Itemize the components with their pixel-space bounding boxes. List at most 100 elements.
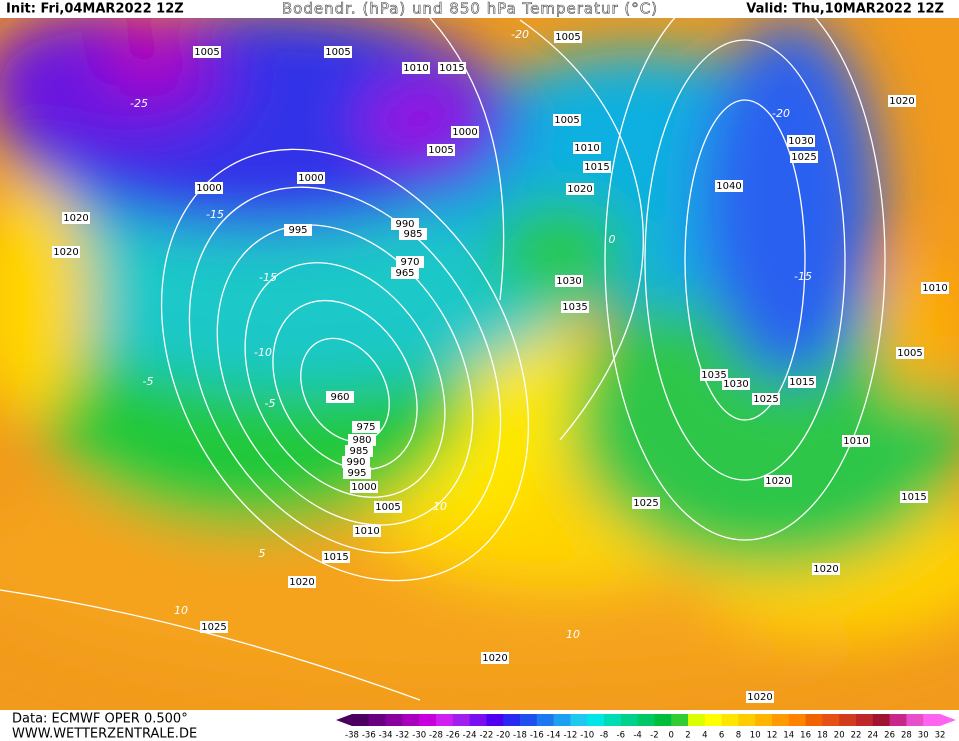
valid-time: Valid: Thu,10MAR2022 12Z [746, 2, 944, 17]
scale-swatch [587, 714, 605, 726]
isotherm-label: -20 [511, 28, 529, 41]
isobar-label-bg [396, 256, 424, 268]
isobar-label-bg [326, 391, 354, 403]
isobar-label-bg [348, 434, 376, 446]
scale-label: -28 [429, 731, 443, 741]
scale-label: 26 [884, 731, 895, 741]
scale-label: -18 [513, 731, 527, 741]
isobar-label-bg [438, 62, 466, 74]
isobar-label: 1005 [428, 145, 453, 156]
scale-swatch [520, 714, 538, 726]
scale-swatch [805, 714, 823, 726]
scale-label: 18 [817, 731, 828, 741]
website: WWW.WETTERZENTRALE.DE [12, 727, 197, 741]
scale-label: 16 [800, 731, 811, 741]
isobar-label: 1005 [554, 115, 579, 126]
scale-swatch [402, 714, 420, 726]
scale-swatch [671, 714, 689, 726]
isobar-label: 1020 [747, 692, 772, 703]
scale-swatch [839, 714, 857, 726]
isobar-label: 1005 [375, 502, 400, 513]
isobar-label-bg [352, 421, 380, 433]
scale-label: 28 [901, 731, 912, 741]
scale-swatch [469, 714, 487, 726]
isobar-label: 1005 [897, 348, 922, 359]
isotherm-label: -15 [259, 271, 277, 284]
isobar-label: 1020 [53, 247, 78, 258]
scale-label: 24 [867, 731, 878, 741]
scale-swatch [368, 714, 387, 726]
isobar-label-bg [921, 282, 949, 294]
isobar-label: 1000 [351, 482, 376, 493]
isobar-label-bg [399, 228, 427, 240]
scale-label: -38 [345, 731, 359, 741]
isobar-label: 965 [395, 268, 414, 279]
isobar-label: 970 [400, 257, 419, 268]
isotherm-label: 10 [174, 604, 188, 617]
isobar-label-bg [555, 275, 583, 287]
isobar-label-bg [812, 563, 840, 575]
isobar-label-bg [451, 126, 479, 138]
isobar-label-bg [790, 151, 818, 163]
scale-label: 20 [834, 731, 845, 741]
scale-swatch [536, 714, 555, 726]
isobar-label: 1010 [922, 283, 947, 294]
scale-label: 4 [702, 731, 707, 741]
isobar-label: 1020 [889, 96, 914, 107]
data-source: Data: ECMWF OPER 0.500° [12, 712, 188, 727]
isobar-label-bg [342, 456, 370, 468]
isobar-label-bg [573, 142, 601, 154]
isobar-label: 1005 [555, 32, 580, 43]
scale-swatch [637, 714, 655, 726]
isobar-label-bg [52, 246, 80, 258]
init-time: Init: Fri,04MAR2022 12Z [6, 2, 184, 17]
isobar-label-bg [297, 172, 325, 184]
scale-label: 6 [719, 731, 724, 741]
isobar-label-bg [481, 652, 509, 664]
isobar-label-bg [345, 445, 373, 457]
temperature-field [0, 18, 959, 710]
isobar-label: 1005 [194, 47, 219, 58]
scale-swatch [503, 714, 521, 726]
isobar-label-bg [566, 183, 594, 195]
isotherm-label: 10 [566, 628, 580, 641]
isobar-label: 1025 [201, 622, 226, 633]
isobar-label-bg [787, 135, 815, 147]
isobar-label: 1010 [403, 63, 428, 74]
isobar-label: 960 [330, 392, 349, 403]
isobar-label: 1015 [584, 162, 609, 173]
scale-swatch [553, 714, 571, 726]
isobar-label-bg [746, 691, 774, 703]
isobar-label-bg [402, 62, 430, 74]
scale-label: 0 [668, 731, 673, 741]
isobar-label-bg [193, 46, 221, 58]
scale-label: -26 [446, 731, 460, 741]
isobar-label-bg [350, 481, 378, 493]
map-title: Bodendr. (hPa) und 850 hPa Temperatur (°… [282, 0, 658, 18]
color-scale: -38 -36 -34 -32 -30 -28 -26 -24 -22 -20 -18 -16 -14-… [336, 714, 956, 741]
scale-swatch [721, 714, 739, 726]
isobar-label-bg [752, 393, 780, 405]
scale-label: -24 [463, 731, 477, 741]
scale-swatch [856, 714, 874, 726]
isobar-label-bg [343, 467, 371, 479]
isobars [0, 18, 886, 701]
scale-arrow-right [940, 714, 956, 726]
scale-swatch [352, 714, 370, 726]
isotherm-label: 10 [433, 500, 447, 513]
scale-swatch [923, 714, 941, 726]
isotherm-label: -15 [206, 208, 224, 221]
scale-swatch [620, 714, 639, 726]
isobar-label-bg [561, 301, 589, 313]
isobar-label: 1030 [556, 276, 581, 287]
scale-label: -30 [412, 731, 426, 741]
isobar-label-bg [324, 46, 352, 58]
scale-label: -12 [563, 731, 577, 741]
isobar-label-bg [888, 95, 916, 107]
isobar-label-bg [788, 376, 816, 388]
isobar-label-bg [842, 435, 870, 447]
isobar-label-bg [900, 491, 928, 503]
scale-label: 22 [851, 731, 862, 741]
isobar-label: 985 [403, 229, 422, 240]
